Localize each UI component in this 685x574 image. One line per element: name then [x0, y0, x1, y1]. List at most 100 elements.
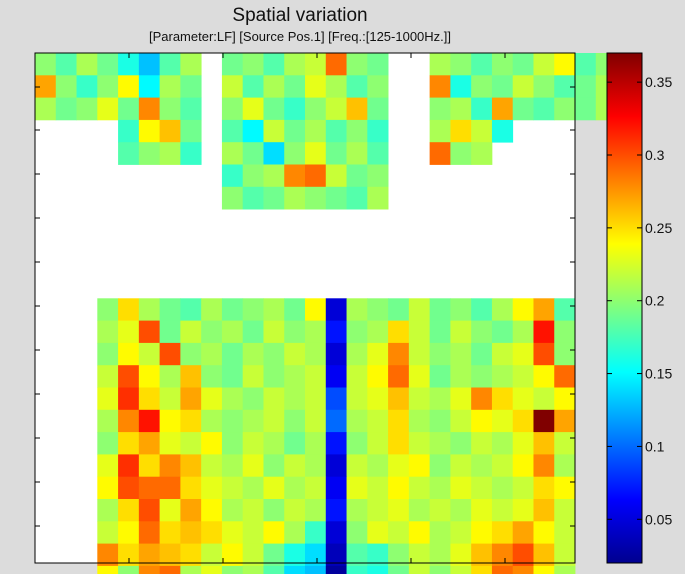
heatmap-cell	[242, 387, 264, 411]
heatmap-cell	[325, 387, 347, 411]
heatmap-cell	[554, 432, 576, 455]
heatmap-cell	[159, 142, 181, 165]
heatmap-cell	[159, 454, 181, 478]
heatmap-cell	[159, 521, 181, 544]
heatmap-cell	[118, 119, 140, 143]
heatmap-cell	[159, 298, 181, 321]
heatmap-cell	[118, 521, 140, 544]
heatmap-cell	[388, 342, 410, 366]
heatmap-cell	[263, 387, 285, 411]
heatmap-cell	[35, 75, 57, 98]
heatmap-cell	[471, 142, 493, 165]
heatmap-cell	[554, 298, 576, 321]
colorbar	[606, 52, 643, 564]
heatmap-cell	[533, 387, 555, 411]
heatmap-cell	[367, 53, 389, 76]
heatmap-cell	[450, 387, 472, 411]
heatmap-cell	[367, 409, 389, 433]
heatmap-cell	[554, 476, 576, 500]
heatmap-cell	[221, 454, 244, 478]
heatmap-cell	[429, 454, 451, 478]
heatmap-cell	[159, 75, 181, 98]
heatmap-cell	[305, 365, 327, 388]
heatmap-cell	[201, 320, 223, 344]
heatmap-cell	[221, 97, 244, 121]
heatmap-cell	[118, 75, 140, 98]
heatmap-cell	[325, 75, 347, 98]
heatmap-cell	[138, 565, 161, 574]
heatmap-cell	[138, 409, 161, 433]
heatmap-cell	[367, 387, 389, 411]
heatmap-cell	[97, 454, 119, 478]
heatmap-cell	[201, 543, 223, 567]
heatmap-cell	[221, 387, 244, 411]
heatmap-cell	[242, 342, 264, 366]
heatmap-cell	[138, 142, 161, 165]
heatmap-cell	[201, 476, 223, 500]
heatmap-cell	[138, 53, 161, 76]
heatmap-cell	[554, 53, 576, 76]
heatmap-cell	[388, 409, 410, 433]
heatmap-cell	[305, 320, 327, 344]
heatmap-cell	[575, 97, 597, 121]
heatmap-cell	[346, 320, 368, 344]
heatmap-cell	[263, 97, 285, 121]
heatmap-cell	[221, 409, 244, 433]
heatmap-cell	[429, 565, 451, 574]
heatmap-cell	[554, 387, 576, 411]
heatmap-cell	[554, 320, 576, 344]
heatmap-cell	[408, 320, 431, 344]
heatmap-cell	[471, 298, 493, 321]
heatmap-cell	[305, 53, 327, 76]
heatmap-cell	[408, 298, 431, 321]
heatmap-cell	[491, 521, 514, 544]
heatmap-cell	[118, 298, 140, 321]
heatmap-cell	[491, 342, 514, 366]
heatmap-cell	[201, 409, 223, 433]
heatmap-cell	[97, 499, 119, 522]
heatmap-cell	[408, 432, 431, 455]
heatmap-cell	[388, 320, 410, 344]
heatmap-cell	[159, 365, 181, 388]
heatmap-cell	[263, 499, 285, 522]
heatmap-cell	[55, 53, 77, 76]
heatmap-cell	[554, 499, 576, 522]
heatmap-cell	[159, 432, 181, 455]
heatmap-cell	[450, 543, 472, 567]
heatmap-cell	[242, 432, 264, 455]
heatmap-cell	[450, 409, 472, 433]
colorbar-tick-label: 0.3	[645, 147, 665, 163]
heatmap-cell	[450, 476, 472, 500]
heatmap-cell	[429, 499, 451, 522]
heatmap-cell	[284, 320, 306, 344]
heatmap-cell	[512, 53, 534, 76]
heatmap-cell	[263, 53, 285, 76]
heatmap-cell	[533, 409, 555, 433]
heatmap-cell	[533, 53, 555, 76]
heatmap-cell	[97, 298, 119, 321]
heatmap-cell	[138, 432, 161, 455]
heatmap-cell	[491, 409, 514, 433]
heatmap-cell	[180, 499, 202, 522]
heatmap-cell	[533, 365, 555, 388]
heatmap-cell	[138, 320, 161, 344]
heatmap-cell	[408, 565, 431, 574]
heatmap-cell	[429, 432, 451, 455]
chart-subtitle: [Parameter:LF] [Source Pos.1] [Freq.:[12…	[148, 29, 452, 44]
heatmap-cell	[325, 186, 347, 210]
heatmap-cell	[284, 365, 306, 388]
heatmap-cell	[305, 565, 327, 574]
heatmap-cell	[284, 97, 306, 121]
heatmap-cell	[346, 476, 368, 500]
heatmap-cell	[221, 142, 244, 165]
heatmap-cell	[284, 499, 306, 522]
heatmap-cell	[242, 75, 264, 98]
chart-title: Spatial variation	[232, 5, 368, 26]
heatmap-cell	[450, 521, 472, 544]
heatmap-cell	[388, 521, 410, 544]
heatmap-cell	[325, 320, 347, 344]
heatmap-cell	[554, 409, 576, 433]
heatmap-cell	[284, 142, 306, 165]
heatmap-cell	[512, 454, 534, 478]
heatmap-cell	[201, 365, 223, 388]
